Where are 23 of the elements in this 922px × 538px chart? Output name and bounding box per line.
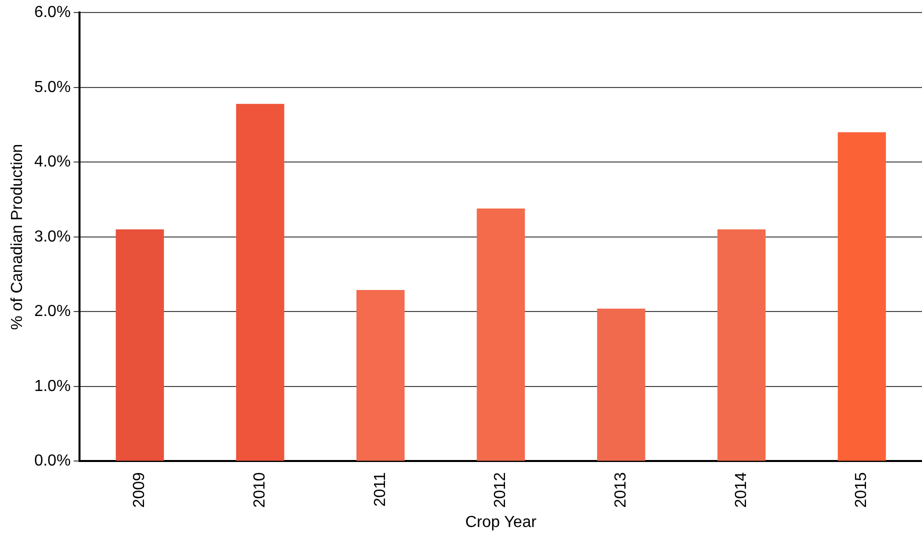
x-tick-label: 2009: [131, 472, 148, 508]
x-tick-label: 2010: [252, 472, 269, 508]
x-tick-label: 2015: [853, 472, 870, 508]
bar: [236, 104, 284, 461]
bar: [476, 208, 525, 461]
bar: [838, 132, 886, 461]
bar: [356, 290, 405, 461]
x-tick-label: 2011: [372, 472, 389, 507]
y-tick-label: 2.0%: [34, 303, 71, 320]
y-tick-label: 3.0%: [34, 228, 71, 246]
y-tick-label: 6.0%: [34, 4, 71, 22]
x-axis-title: Crop Year: [465, 514, 538, 531]
x-tick-label: 2013: [612, 472, 630, 508]
y-tick-label: 5.0%: [34, 78, 71, 96]
y-tick-label: 1.0%: [34, 378, 71, 395]
bar: [116, 229, 164, 461]
y-tick-label: 4.0%: [34, 154, 71, 171]
bar: [597, 308, 646, 461]
bar: [717, 229, 766, 461]
x-tick-label: 2012: [492, 472, 510, 508]
x-tick-label: 2014: [732, 472, 750, 508]
y-tick-label: 0.0%: [34, 452, 71, 470]
y-axis-title: % of Canadian Production: [9, 144, 26, 330]
